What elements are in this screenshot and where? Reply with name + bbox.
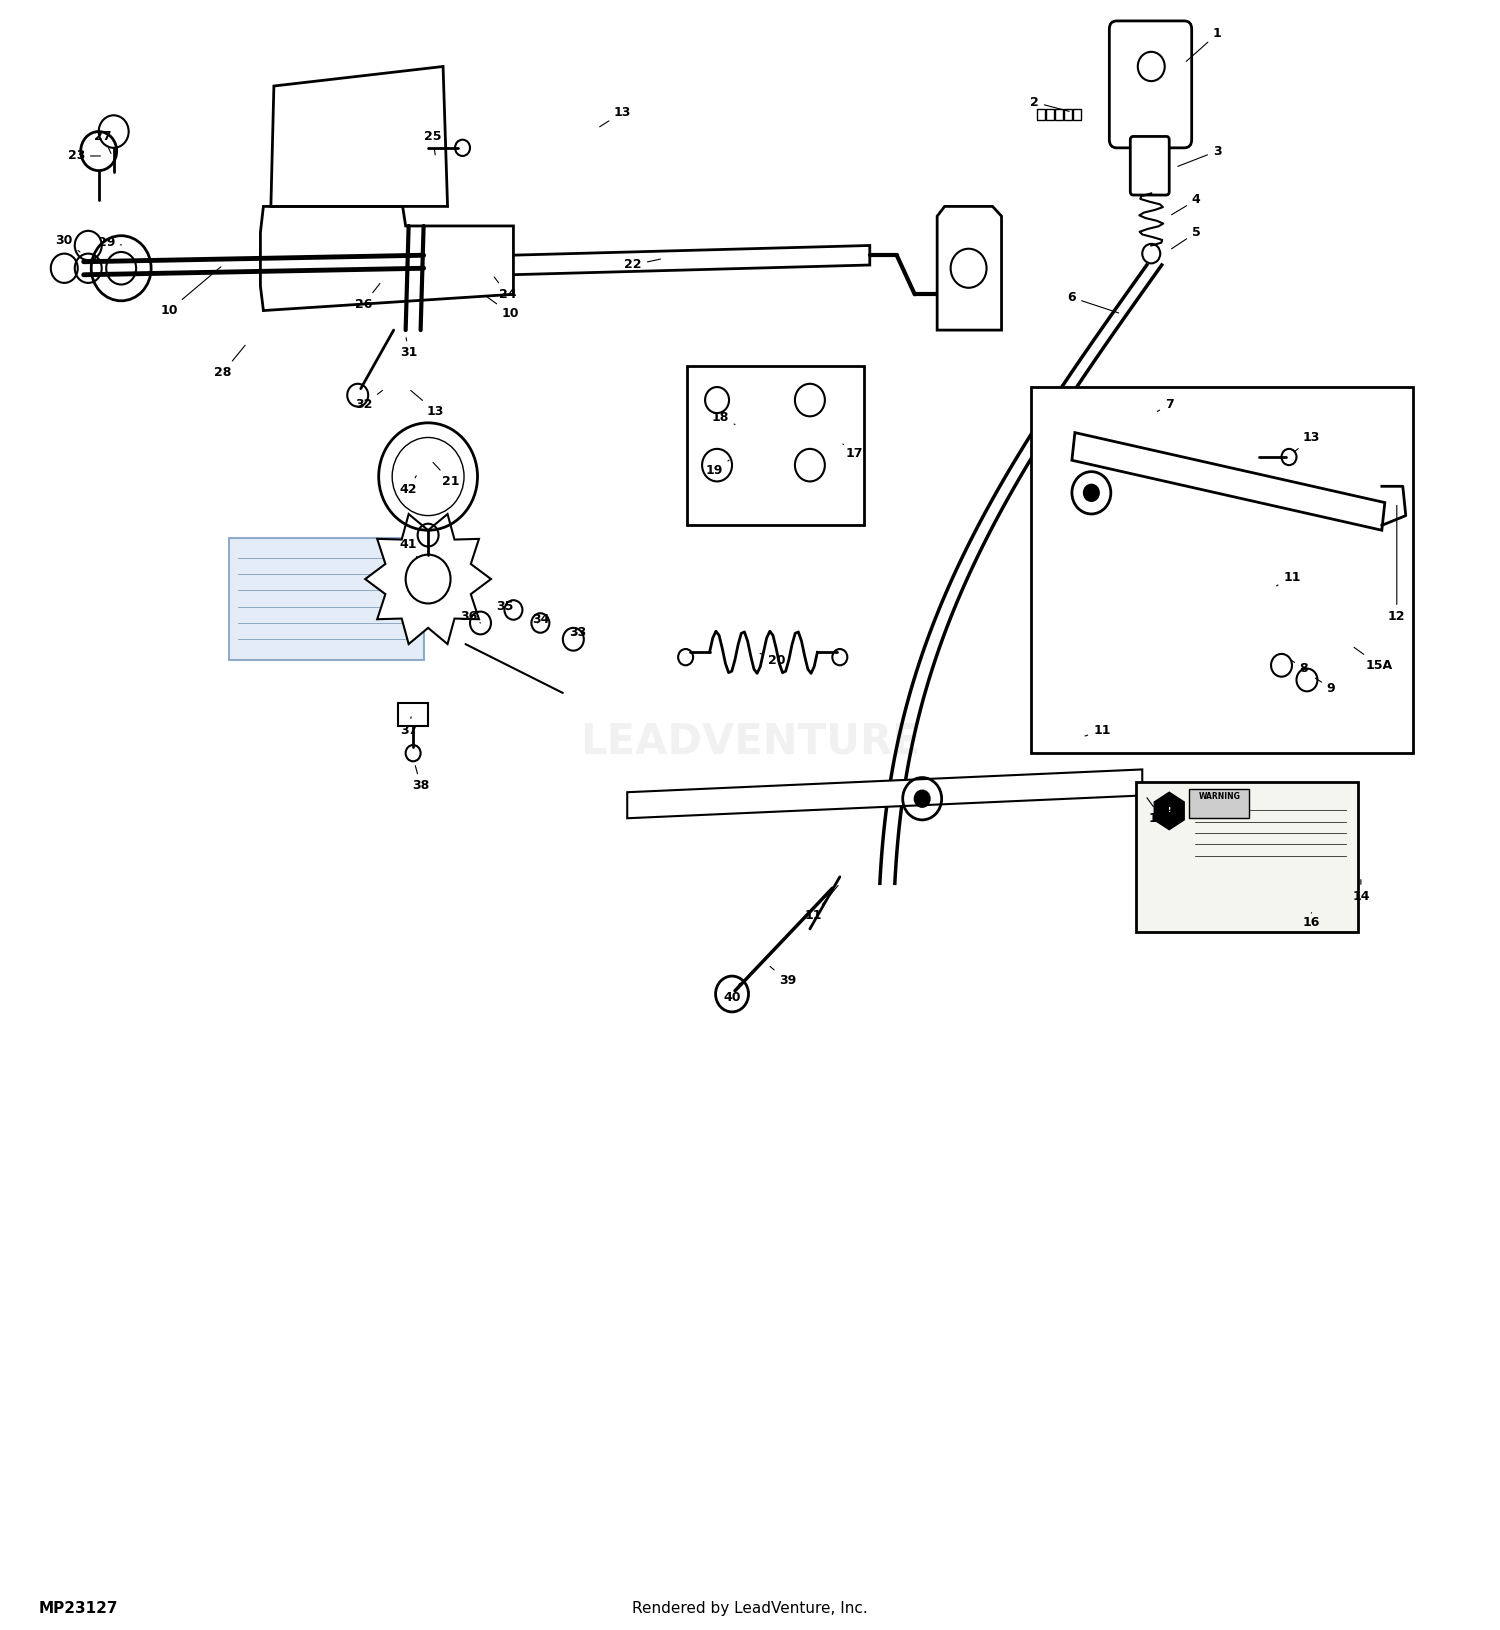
- Text: 6: 6: [1068, 292, 1119, 313]
- FancyBboxPatch shape: [1131, 137, 1168, 196]
- Text: 36: 36: [460, 610, 480, 623]
- Polygon shape: [261, 207, 513, 311]
- Text: 8: 8: [1292, 660, 1308, 675]
- Text: 13: 13: [600, 106, 632, 127]
- Text: 41: 41: [400, 538, 417, 557]
- Text: 21: 21: [433, 463, 459, 487]
- Text: 15A: 15A: [1354, 647, 1392, 672]
- Text: 35: 35: [496, 600, 513, 613]
- Bar: [1074, 109, 1082, 121]
- Text: 20: 20: [760, 654, 786, 667]
- Text: 31: 31: [400, 337, 417, 359]
- FancyBboxPatch shape: [1110, 21, 1191, 148]
- Text: 33: 33: [568, 626, 586, 639]
- Text: 7: 7: [1156, 398, 1173, 411]
- Circle shape: [1084, 484, 1100, 500]
- Text: 30: 30: [56, 235, 80, 253]
- Polygon shape: [627, 769, 1143, 818]
- Polygon shape: [364, 513, 490, 644]
- Text: 28: 28: [214, 346, 244, 378]
- Text: 26: 26: [356, 284, 380, 311]
- Text: LEADVENTURE: LEADVENTURE: [579, 720, 921, 763]
- Text: Rendered by LeadVenture, Inc.: Rendered by LeadVenture, Inc.: [632, 1601, 868, 1615]
- Bar: [230, 538, 423, 660]
- Text: !: !: [1167, 807, 1172, 813]
- Polygon shape: [938, 207, 1002, 331]
- Text: 4: 4: [1172, 194, 1200, 215]
- Text: 38: 38: [413, 766, 429, 792]
- Text: 2: 2: [1030, 96, 1069, 111]
- Text: 19: 19: [705, 460, 729, 476]
- Text: 25: 25: [424, 130, 441, 155]
- Text: 11: 11: [804, 885, 838, 923]
- Text: 15B: 15B: [1148, 797, 1174, 825]
- Text: 42: 42: [400, 476, 417, 496]
- Text: 12: 12: [1388, 505, 1406, 623]
- Bar: [1137, 782, 1358, 932]
- Polygon shape: [272, 67, 447, 207]
- Text: WARNING: WARNING: [1198, 792, 1240, 800]
- Text: 37: 37: [400, 717, 417, 737]
- Bar: [1032, 386, 1413, 753]
- Text: 14: 14: [1352, 880, 1370, 903]
- Text: 40: 40: [723, 983, 741, 1004]
- Circle shape: [915, 791, 930, 807]
- Bar: [687, 365, 864, 525]
- Text: 13: 13: [411, 391, 444, 417]
- Polygon shape: [1072, 432, 1384, 530]
- Bar: [1065, 109, 1072, 121]
- Bar: [1056, 109, 1064, 121]
- Text: 3: 3: [1178, 145, 1221, 166]
- Text: 27: 27: [94, 130, 112, 153]
- Bar: [398, 703, 427, 725]
- Bar: [1038, 109, 1046, 121]
- Text: 39: 39: [770, 967, 796, 988]
- Text: 29: 29: [98, 236, 122, 249]
- Text: 22: 22: [624, 259, 660, 272]
- Text: 24: 24: [494, 277, 516, 302]
- Text: MP23127: MP23127: [39, 1601, 119, 1615]
- Text: 32: 32: [356, 390, 382, 411]
- Polygon shape: [510, 246, 870, 275]
- Text: 23: 23: [68, 150, 100, 163]
- Text: 16: 16: [1304, 913, 1320, 929]
- Text: 9: 9: [1316, 678, 1335, 694]
- Text: 10: 10: [486, 297, 519, 321]
- Text: 34: 34: [531, 613, 549, 626]
- Bar: [1047, 109, 1054, 121]
- Text: 11: 11: [1084, 724, 1110, 737]
- Text: 13: 13: [1294, 430, 1320, 452]
- Text: 18: 18: [711, 411, 735, 424]
- Text: 11: 11: [1276, 570, 1300, 585]
- Text: 10: 10: [160, 267, 220, 318]
- Text: 17: 17: [843, 443, 864, 460]
- Polygon shape: [1155, 792, 1184, 830]
- Text: 1: 1: [1186, 28, 1221, 62]
- Bar: [1188, 789, 1248, 818]
- Text: 5: 5: [1172, 227, 1200, 249]
